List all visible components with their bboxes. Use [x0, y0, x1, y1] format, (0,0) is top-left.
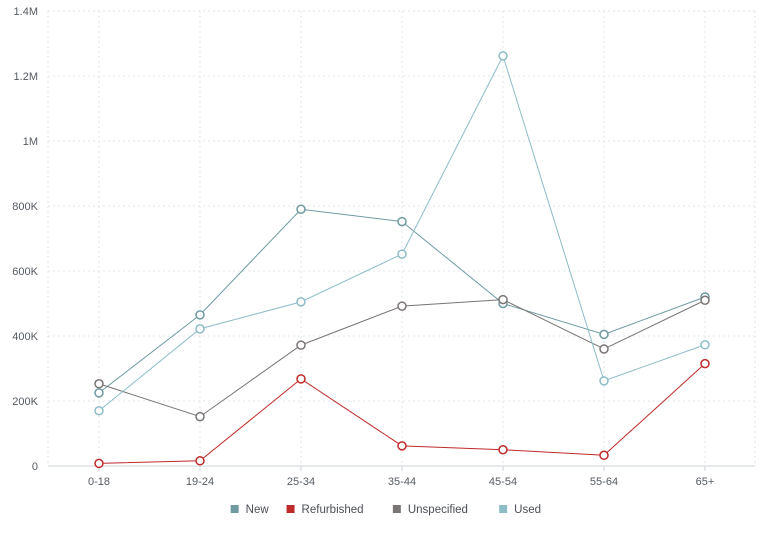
legend-swatch — [230, 505, 239, 513]
legend-label: Unspecified — [408, 504, 468, 516]
data-point[interactable] — [599, 376, 609, 386]
data-point[interactable] — [397, 249, 407, 259]
data-point[interactable] — [195, 324, 205, 334]
data-point[interactable] — [700, 340, 710, 350]
x-tick-label: 45-54 — [489, 476, 517, 488]
y-tick-label: 400K — [12, 331, 38, 343]
x-tick-label: 25-34 — [287, 476, 315, 488]
data-point[interactable] — [599, 344, 609, 354]
y-tick-label: 1.4M — [14, 6, 38, 18]
data-point[interactable] — [397, 301, 407, 311]
legend-swatch — [392, 505, 401, 513]
y-tick-label: 1.2M — [14, 71, 38, 83]
data-point[interactable] — [94, 406, 104, 416]
data-point[interactable] — [195, 411, 205, 422]
grid-lines — [47, 10, 756, 466]
data-point[interactable] — [498, 51, 508, 61]
x-tick-label: 55-64 — [590, 476, 618, 488]
data-point[interactable] — [296, 340, 306, 350]
x-tick-label: 35-44 — [388, 476, 416, 488]
data-point[interactable] — [397, 441, 407, 451]
y-tick-label: 800K — [12, 201, 38, 213]
data-point[interactable] — [700, 358, 710, 369]
series-lines — [94, 51, 710, 469]
legend-item-unspecified[interactable]: Unspecified — [392, 504, 468, 516]
axes: 0 200K 400K 600K 800K 1M 1.2M 1.4M 0-18 19-24 25-3… — [12, 6, 755, 488]
legend: New Refurbished Unspecified Used — [230, 504, 541, 516]
legend-swatch — [286, 505, 295, 513]
y-tick-label: 0 — [32, 461, 38, 473]
data-point[interactable] — [397, 216, 407, 227]
legend-item-used[interactable]: Used — [499, 504, 541, 516]
data-point[interactable] — [296, 374, 306, 384]
legend-swatch — [499, 505, 508, 513]
data-point[interactable] — [599, 329, 609, 340]
data-point[interactable] — [700, 295, 710, 305]
data-point[interactable] — [498, 445, 508, 455]
data-point[interactable] — [94, 458, 104, 469]
x-tick-label: 65+ — [696, 476, 715, 488]
legend-label: New — [246, 504, 270, 516]
data-point[interactable] — [195, 310, 205, 320]
x-tick-label: 0-18 — [88, 476, 110, 488]
legend-label: Used — [514, 504, 541, 516]
data-point[interactable] — [94, 379, 104, 389]
data-point[interactable] — [498, 294, 508, 305]
x-tick-label: 19-24 — [186, 476, 214, 488]
data-point[interactable] — [296, 297, 306, 307]
series-used — [94, 51, 710, 416]
legend-label: Refurbished — [302, 504, 364, 516]
series-unspecified — [94, 294, 710, 422]
legend-item-new[interactable]: New — [230, 504, 270, 516]
y-tick-label: 1M — [23, 136, 38, 148]
data-point[interactable] — [195, 456, 205, 466]
series-refurbished — [94, 358, 710, 469]
y-tick-label: 200K — [12, 396, 38, 408]
legend-item-refurbished[interactable]: Refurbished — [286, 504, 364, 516]
data-point[interactable] — [94, 388, 104, 398]
data-point[interactable] — [599, 450, 609, 461]
data-point[interactable] — [296, 204, 306, 214]
y-tick-label: 600K — [12, 266, 38, 278]
